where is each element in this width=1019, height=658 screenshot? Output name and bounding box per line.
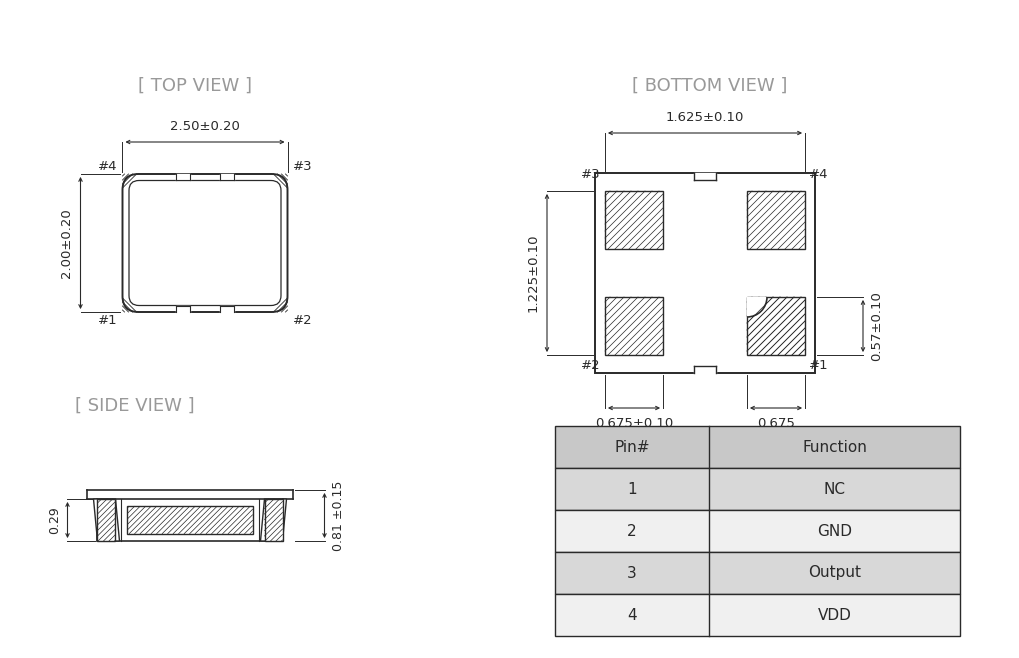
Text: 0.675±0.10: 0.675±0.10: [595, 417, 674, 430]
Text: #1: #1: [809, 359, 828, 372]
Bar: [176, 307, 190, 312]
Text: 2.50±0.20: 2.50±0.20: [170, 120, 239, 133]
Bar: [694, 173, 716, 180]
Bar: [265, 499, 282, 541]
Bar: [555, 552, 960, 594]
FancyBboxPatch shape: [122, 174, 287, 312]
Bar: [747, 191, 805, 249]
Text: #4: #4: [98, 160, 117, 173]
Polygon shape: [261, 499, 286, 541]
Text: 3: 3: [627, 565, 637, 580]
Wedge shape: [747, 297, 767, 317]
Text: NC: NC: [823, 482, 846, 497]
Text: GND: GND: [817, 524, 852, 538]
Text: 4: 4: [627, 607, 637, 622]
Bar: [555, 426, 960, 468]
Text: #1: #1: [98, 314, 117, 327]
Text: VDD: VDD: [817, 607, 852, 622]
Text: #2: #2: [582, 359, 601, 372]
Bar: [555, 594, 960, 636]
Text: 1: 1: [627, 482, 637, 497]
Text: Pin#: Pin#: [614, 440, 650, 455]
Text: Output: Output: [808, 565, 861, 580]
Bar: [555, 510, 960, 552]
Bar: [605, 191, 663, 249]
Text: [ TOP VIEW ]: [ TOP VIEW ]: [138, 77, 252, 95]
Text: 0.57±0.10: 0.57±0.10: [870, 291, 883, 361]
Bar: [127, 507, 253, 534]
Bar: [220, 174, 234, 180]
Bar: [595, 173, 815, 373]
FancyBboxPatch shape: [129, 180, 281, 305]
Bar: [220, 307, 234, 312]
Bar: [605, 297, 663, 355]
Bar: [555, 468, 960, 510]
Bar: [98, 499, 115, 541]
Text: [ BOTTOM VIEW ]: [ BOTTOM VIEW ]: [633, 77, 788, 95]
Bar: [176, 174, 190, 180]
Text: 1.625±0.10: 1.625±0.10: [665, 111, 744, 124]
Bar: [747, 297, 805, 355]
Text: 2: 2: [627, 524, 637, 538]
Text: #3: #3: [292, 160, 312, 173]
Bar: [98, 499, 282, 541]
Text: 2.00±0.20: 2.00±0.20: [60, 208, 73, 278]
Text: 0.675: 0.675: [757, 417, 795, 430]
Polygon shape: [94, 499, 119, 541]
Text: #2: #2: [292, 314, 312, 327]
Text: 0.81 ±0.15: 0.81 ±0.15: [331, 480, 344, 551]
Text: [ SIDE VIEW ]: [ SIDE VIEW ]: [75, 397, 195, 415]
Text: 1.225±0.10: 1.225±0.10: [527, 234, 540, 313]
Text: Function: Function: [802, 440, 867, 455]
Text: 0.29: 0.29: [49, 506, 61, 534]
Bar: [694, 366, 716, 373]
Text: #4: #4: [809, 168, 828, 181]
Text: #3: #3: [582, 168, 601, 181]
